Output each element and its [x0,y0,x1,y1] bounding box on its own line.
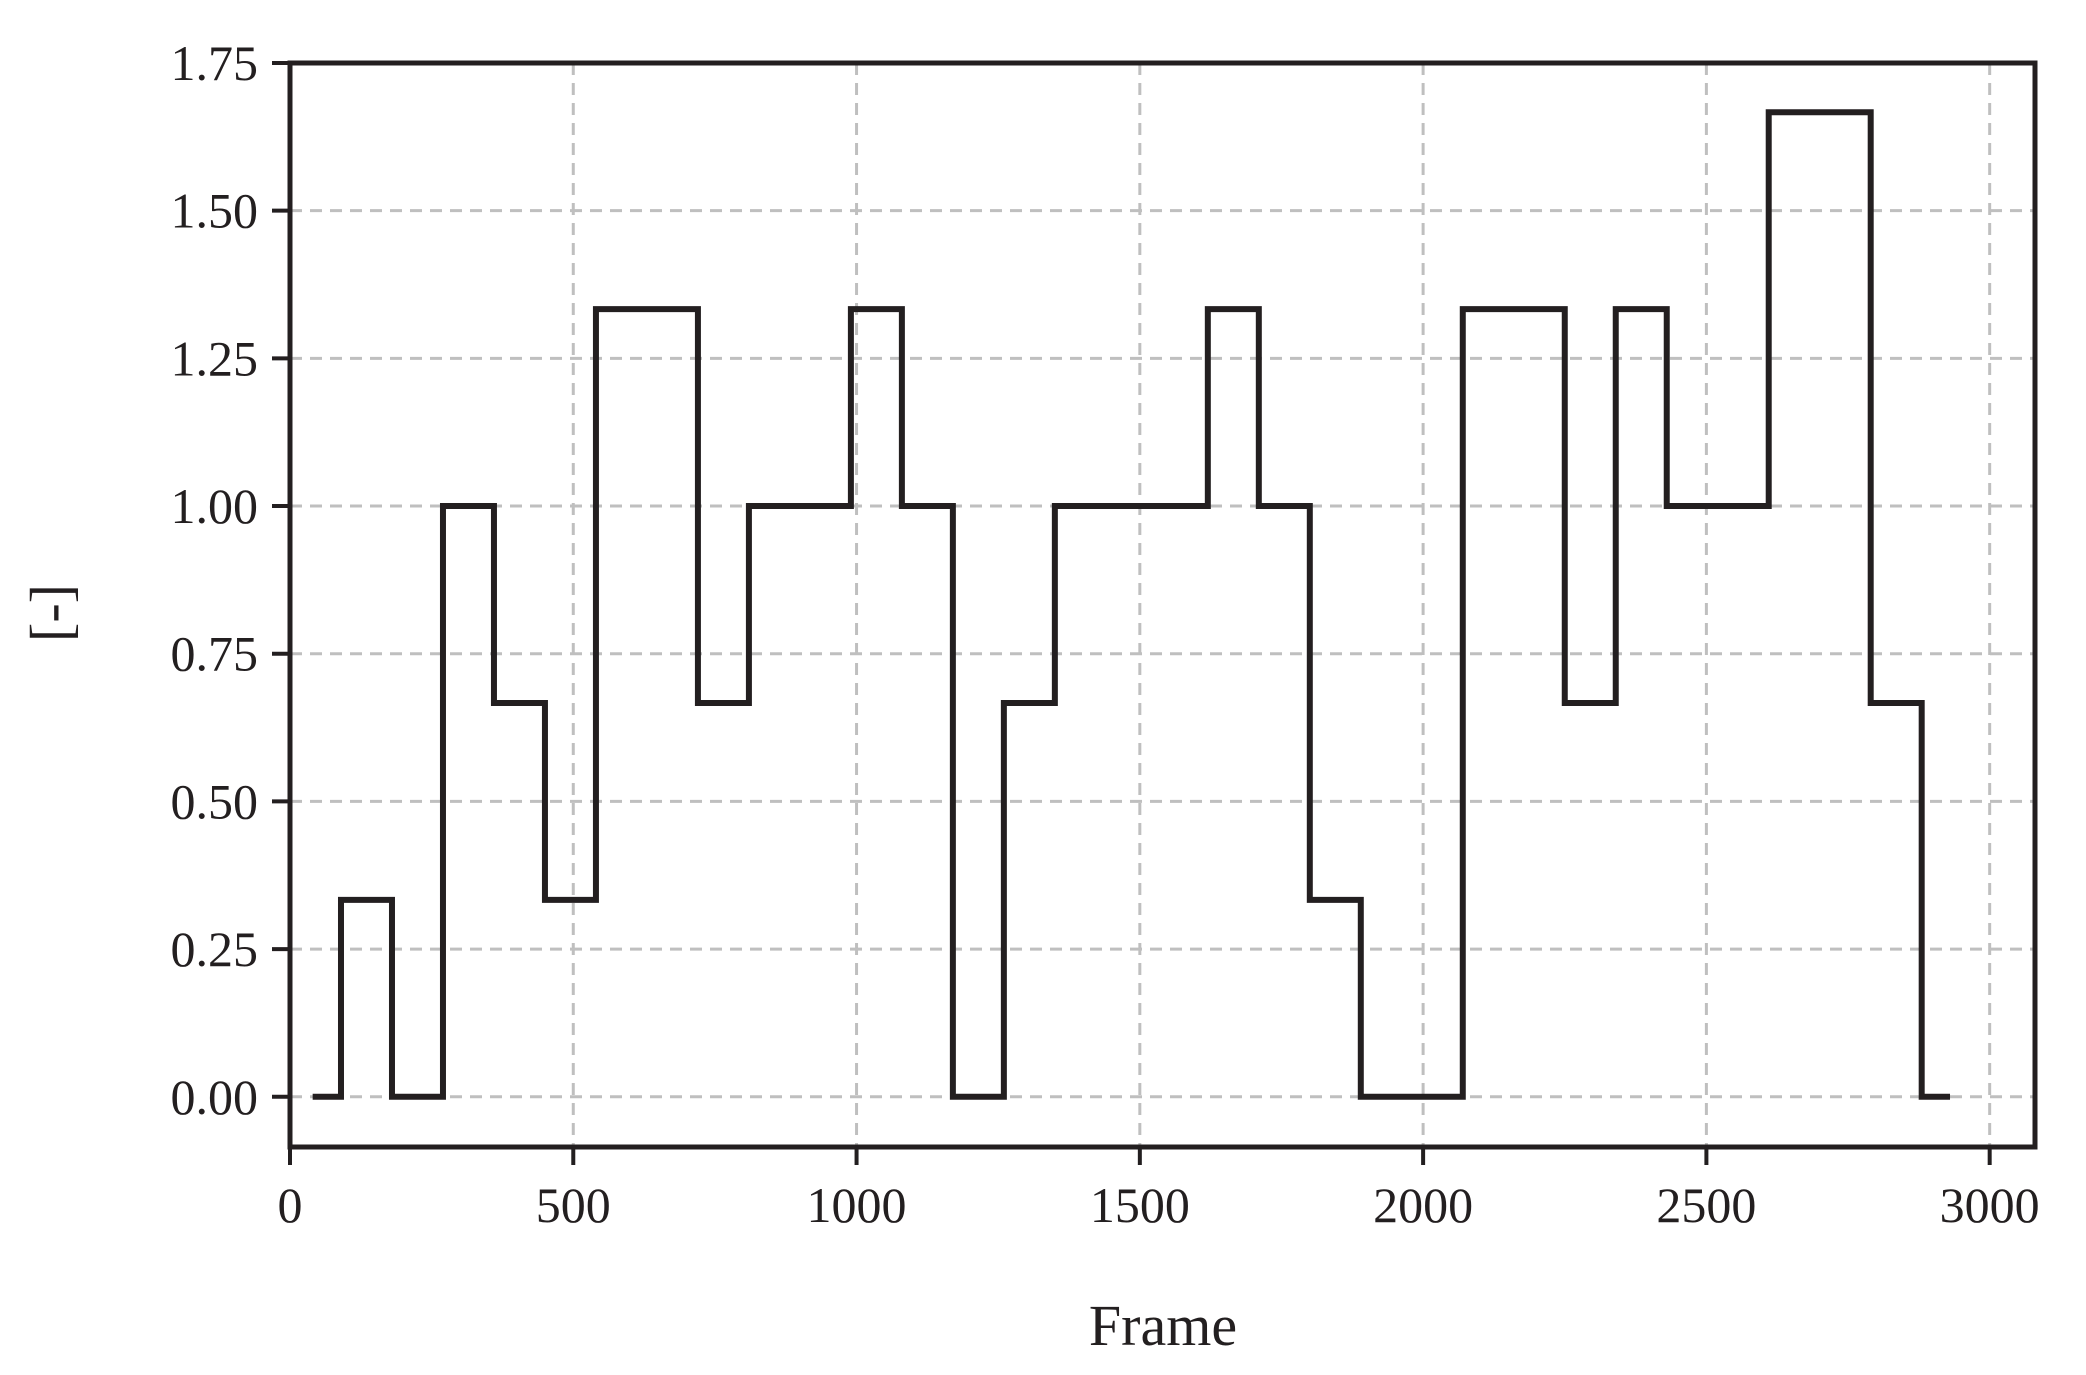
y-tick-label: 1.25 [171,330,259,386]
y-tick-label: 1.50 [171,183,259,239]
y-tick-label: 0.25 [171,921,259,977]
x-tick-label: 2500 [1656,1177,1756,1233]
x-tick-label: 2000 [1373,1177,1473,1233]
x-tick-label: 500 [536,1177,611,1233]
y-axis-label: [-] [18,584,83,642]
x-tick-label: 1500 [1090,1177,1190,1233]
y-tick-label: 0.00 [171,1069,259,1125]
y-tick-label: 1.00 [171,478,259,534]
x-axis-label: Frame [1089,1293,1237,1358]
x-tick-label: 3000 [1940,1177,2040,1233]
y-tick-label: 0.50 [171,773,259,829]
series-layer [312,109,1951,1100]
plot-frame [287,60,2038,1150]
y-tick-label: 0.75 [171,626,259,682]
series-line-0 [312,109,1951,1100]
grid-lines [288,61,2035,1147]
tick-labels: 0 500 1000 1500 2000 2500 3000 0.00 0.25 0.50 0.75… [171,35,2040,1233]
x-tick-label: 0 [278,1177,303,1233]
axes [272,60,2038,1165]
y-tick-label: 1.75 [171,35,259,91]
x-tick-label: 1000 [807,1177,907,1233]
